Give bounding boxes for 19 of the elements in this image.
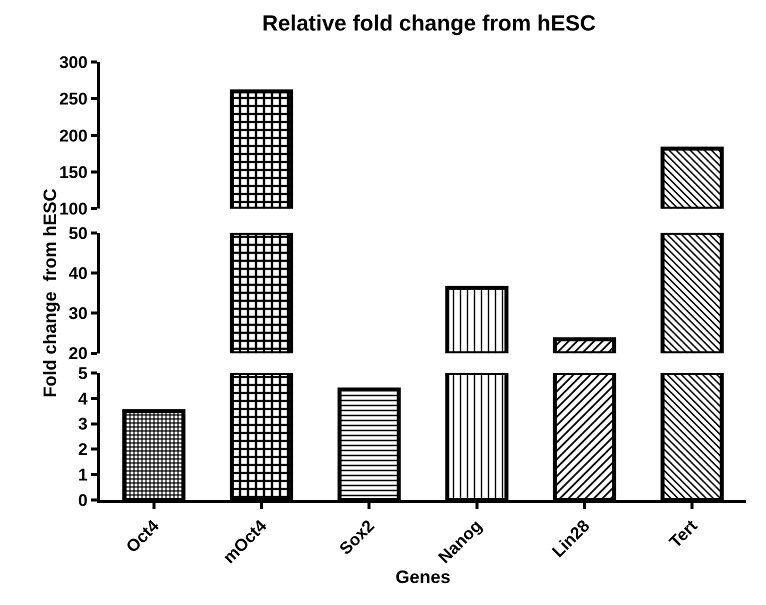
y-tick-label: 0 [78,490,88,510]
y-tick-label: 150 [59,163,88,182]
x-tick-label: Tert [666,516,702,552]
y-tick-label: 20 [68,344,88,364]
y-tick-label: 300 [59,52,88,72]
y-tick-label: 30 [68,304,88,324]
y-tick-label: 250 [59,90,88,109]
y-tick-label: 40 [68,264,88,283]
y-tick-label: 4 [78,389,88,408]
y-tick-label: 200 [59,126,88,146]
y-tick-label: 100 [59,200,88,219]
y-tick-label: 50 [68,224,88,243]
chart-title: Relative fold change from hESC [262,10,596,36]
y-tick-label: 2 [78,440,88,460]
x-axis-title: Genes [395,567,451,588]
y-tick-label: 3 [78,414,88,434]
y-tick-label: 5 [78,364,88,383]
y-tick-label: 1 [78,466,88,485]
y-axis-title: Fold change from hESC [40,188,60,398]
